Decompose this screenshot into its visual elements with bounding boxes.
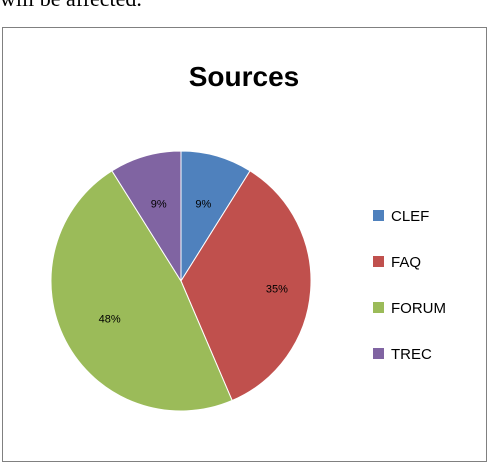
legend-swatch-clef (373, 210, 384, 221)
legend-swatch-faq (373, 256, 384, 267)
pie-slice-forum (50, 170, 233, 412)
chart-title: Sources (189, 61, 300, 92)
legend-label-faq: FAQ (391, 254, 421, 271)
legend-label-clef: CLEF (391, 208, 429, 225)
legend-label-trec: TREC (391, 346, 432, 363)
pie-slice-trec (111, 150, 182, 283)
legend-label-forum: FORUM (391, 300, 446, 317)
pie-label-trec: 9% (151, 199, 167, 211)
pie-labels: 9% 35% 48% 9% (99, 199, 289, 326)
pie-slice-faq (180, 170, 312, 402)
pie-label-faq: 35% (266, 284, 288, 296)
pie-label-clef: 9% (195, 199, 211, 211)
legend-swatch-forum (373, 302, 384, 313)
legend-swatch-trec (373, 348, 384, 359)
pie-label-forum: 48% (99, 313, 121, 325)
pie-slices (50, 150, 312, 412)
legend: CLEF FAQ FORUM TREC (373, 208, 446, 363)
caption-fragment: will be affected. (0, 0, 492, 12)
